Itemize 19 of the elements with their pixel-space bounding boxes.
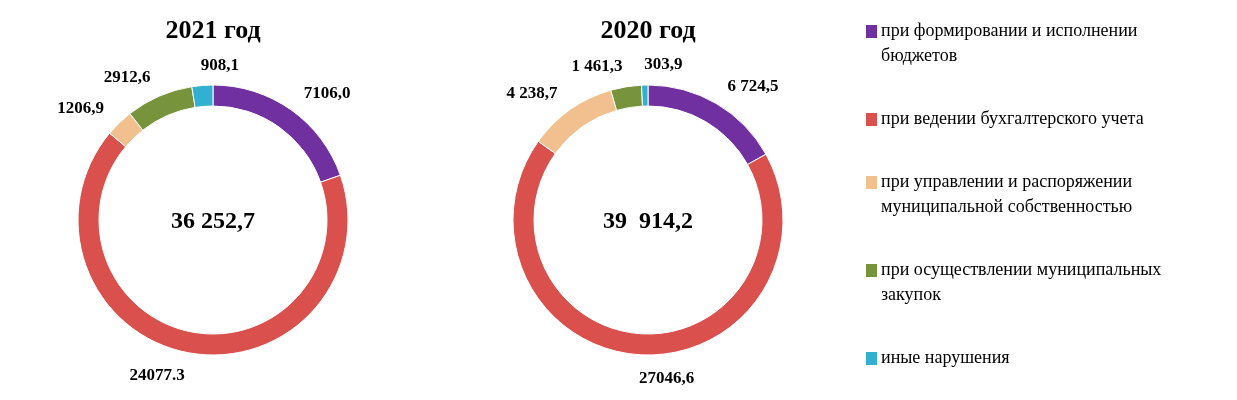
data-label: 1 461,3 bbox=[571, 56, 623, 76]
data-label: 7106,0 bbox=[303, 82, 351, 102]
data-label: 1206,9 bbox=[57, 98, 104, 118]
data-label: 908,1 bbox=[200, 54, 239, 74]
chart-title: 2021 год bbox=[165, 15, 261, 44]
data-label: 4 238,7 bbox=[506, 82, 559, 102]
legend-label: при формировании и исполнении бюджетов bbox=[881, 20, 1138, 65]
legend-label: при управлении и распоряжении муниципальной собственностью bbox=[881, 171, 1133, 216]
text: 36 252,7 bbox=[171, 207, 255, 233]
legend-label: при ведении бухгалтерского учета bbox=[881, 108, 1144, 128]
data-label: 27046,6 bbox=[639, 367, 695, 387]
legend-label: иные нарушения bbox=[881, 347, 1010, 367]
legend-label: при осуществлении муниципальных закупок bbox=[881, 259, 1162, 304]
chart-title: 2020 год bbox=[600, 15, 696, 44]
data-label: 2912,6 bbox=[103, 67, 151, 87]
text: 39 914,2 bbox=[603, 207, 693, 233]
data-label: 24077.3 bbox=[129, 365, 185, 385]
data-label: 303,9 bbox=[644, 54, 683, 74]
data-label: 6 724,5 bbox=[727, 75, 779, 95]
